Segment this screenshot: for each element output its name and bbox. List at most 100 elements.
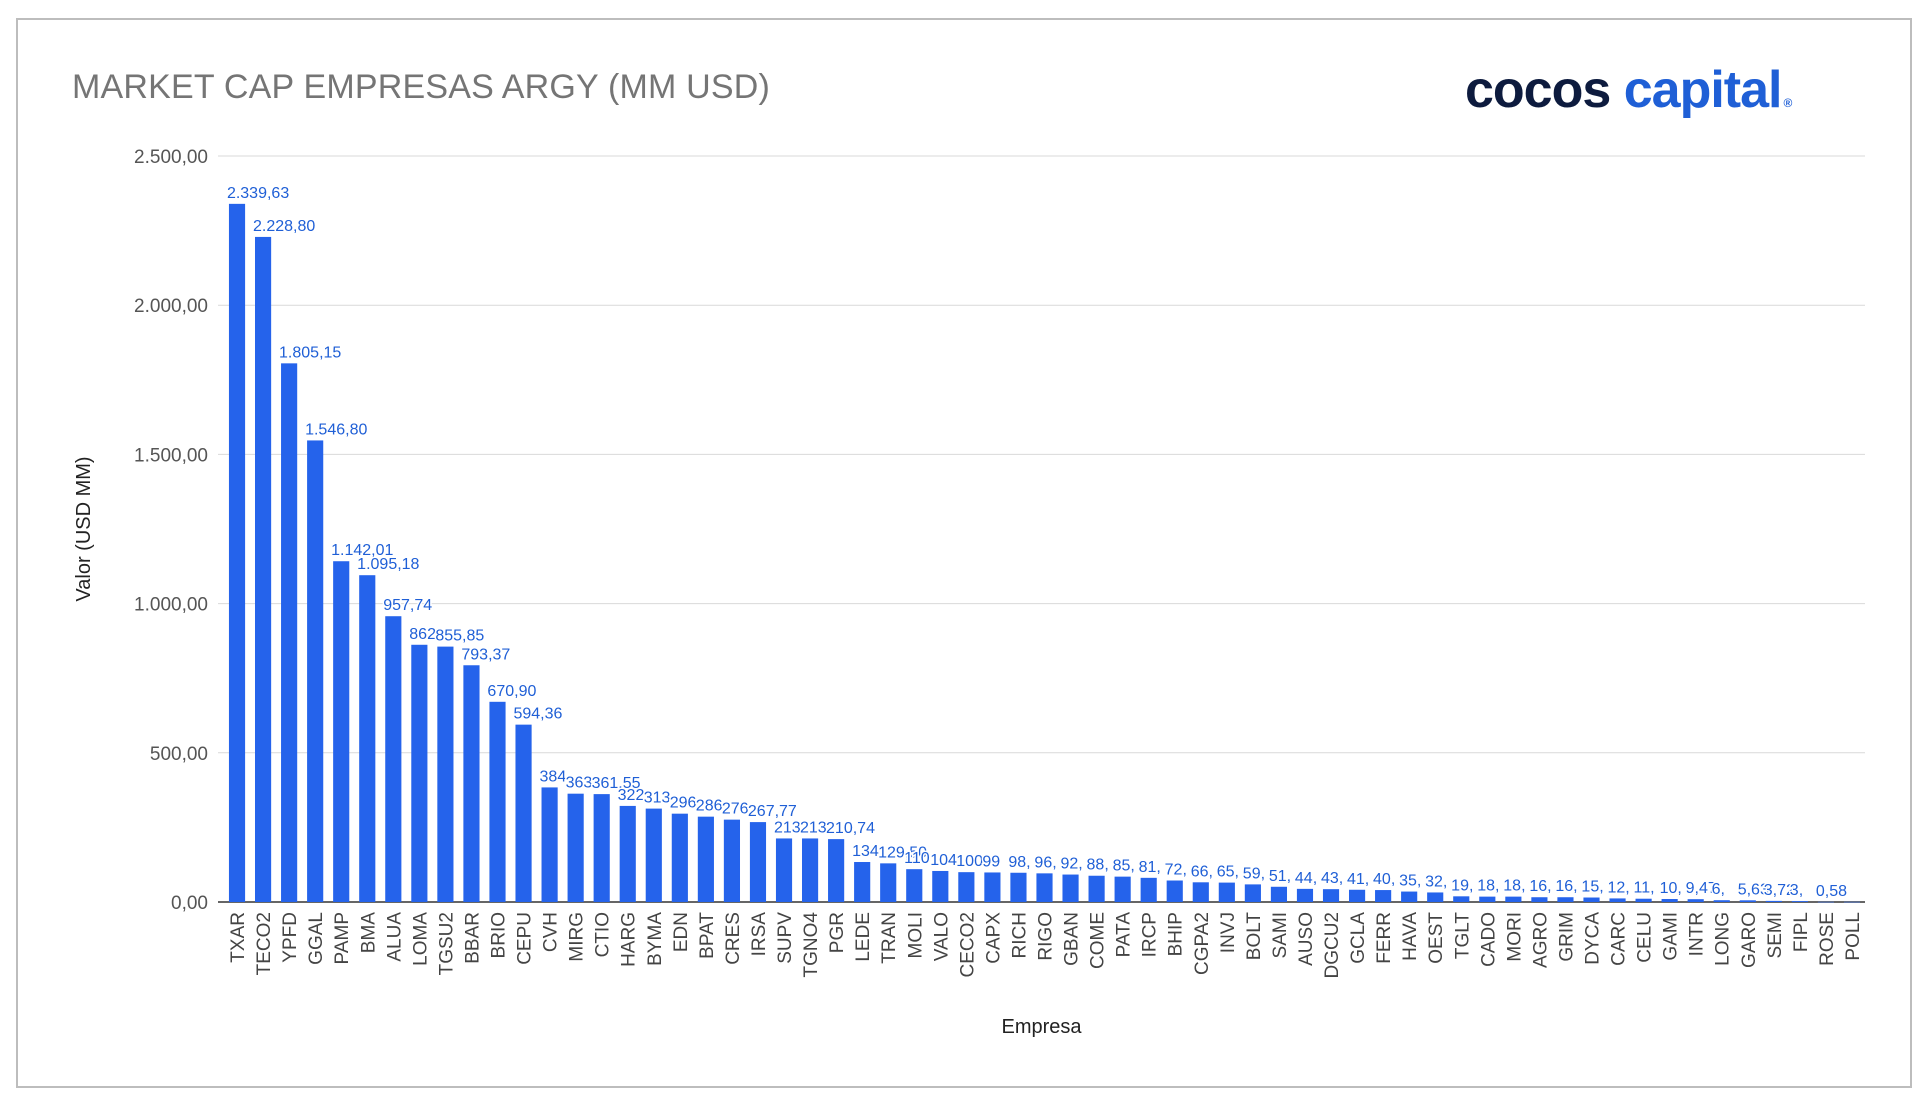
chart-title: MARKET CAP EMPRESAS ARGY (MM USD) [72, 68, 771, 106]
data-label: 41, [1347, 871, 1369, 888]
data-label: 213 [800, 819, 827, 836]
data-label: 16, [1529, 878, 1551, 895]
data-label: 322 [618, 787, 645, 804]
x-tick-label: AGRO [1530, 912, 1551, 968]
data-label: 3,72 [1764, 882, 1795, 899]
bar [645, 808, 662, 902]
data-label: 88, [1087, 857, 1109, 874]
x-tick-label: RIGO [1036, 912, 1057, 961]
data-label: 267,77 [748, 803, 797, 820]
x-tick-label: LONG [1713, 912, 1734, 966]
bar [828, 839, 845, 902]
data-label: 313 [644, 790, 671, 807]
data-label: 1.095,18 [357, 556, 419, 573]
x-tick-label: IRSA [749, 912, 770, 957]
x-tick-label: EDN [671, 912, 692, 952]
y-tick-label: 500,00 [150, 744, 208, 765]
x-tick-label: IRCP [1140, 912, 1161, 957]
brand-word-cocos: cocos [1465, 61, 1611, 119]
x-tick-label: CECO2 [957, 912, 978, 977]
data-label: 363 [566, 775, 593, 792]
data-label: 99 [982, 853, 1000, 870]
data-label: 43, [1321, 870, 1343, 887]
x-tick-label: TXAR [228, 912, 249, 963]
x-tick-label: MIRG [567, 912, 588, 962]
x-tick-label: LOMA [410, 912, 431, 966]
x-tick-label: SEMI [1765, 912, 1786, 958]
bar [567, 793, 584, 902]
x-tick-label: BHIP [1166, 912, 1187, 956]
data-label: 18, [1477, 878, 1499, 895]
x-tick-label: INVJ [1218, 912, 1239, 953]
data-label: 129,50 [878, 844, 927, 861]
data-label: 11, [1634, 880, 1655, 897]
x-tick-label: VALO [931, 912, 952, 961]
data-label: 296 [670, 795, 697, 812]
bar [307, 440, 324, 902]
bar [697, 816, 714, 902]
x-tick-label: GGAL [306, 912, 327, 965]
data-label: 1.142,01 [331, 542, 393, 559]
data-label: 66, [1191, 863, 1213, 880]
data-label: 19, [1451, 877, 1473, 894]
x-tick-label: MOLI [905, 912, 926, 958]
chart-frame [16, 18, 1912, 1088]
data-label: 286 [696, 798, 723, 815]
x-tick-label: FERR [1374, 912, 1395, 964]
bar [1218, 882, 1235, 902]
x-tick-label: INTR [1687, 912, 1708, 956]
bar [1791, 901, 1808, 902]
bar [1348, 889, 1366, 902]
data-label: 9,47 [1686, 880, 1717, 897]
x-tick-label: COME [1088, 912, 1109, 969]
x-tick-label: SAMI [1270, 912, 1291, 958]
bar [1583, 897, 1600, 902]
x-tick-label: BBAR [462, 912, 483, 964]
x-tick-label: ROSE [1817, 912, 1838, 966]
x-tick-label: PATA [1114, 912, 1135, 958]
bar [906, 869, 923, 902]
x-tick-label: RICH [1009, 912, 1030, 958]
x-tick-label: TGLT [1452, 912, 1473, 960]
bar [463, 665, 480, 902]
bar [1687, 899, 1704, 902]
x-tick-label: CADO [1478, 912, 1499, 967]
data-label: 3, [1790, 882, 1803, 899]
data-label: 276 [722, 801, 749, 818]
bar [1166, 880, 1183, 902]
data-label: 12, [1607, 879, 1629, 896]
x-tick-label: HARG [619, 912, 640, 967]
data-label: 44, [1295, 870, 1317, 887]
data-label: 96, [1034, 854, 1056, 871]
data-label: 85, [1113, 858, 1135, 875]
y-tick-label: 2.000,00 [134, 296, 208, 317]
bar [671, 813, 688, 902]
bar [385, 616, 402, 902]
bar [281, 363, 298, 902]
bar [1010, 872, 1027, 902]
data-label: 670,90 [487, 683, 536, 700]
data-label: 72, [1165, 862, 1187, 879]
bar [958, 872, 975, 902]
x-tick-label: GBAN [1062, 912, 1083, 966]
bar [359, 575, 376, 902]
data-label: 213 [774, 819, 801, 836]
bar [1140, 877, 1157, 902]
x-tick-label: ALUA [384, 912, 405, 962]
x-tick-label: CRES [723, 912, 744, 965]
bar [932, 870, 949, 902]
data-label: 5,63 [1738, 881, 1769, 898]
bar [1713, 900, 1730, 902]
data-label: 110 [904, 850, 930, 867]
bar [1765, 900, 1782, 902]
data-label: 862 [409, 626, 436, 643]
bar [1453, 896, 1470, 902]
data-label: 2.339,63 [227, 185, 289, 202]
brand-logo: cocos capital ® [1465, 60, 1792, 120]
x-tick-label: BPAT [697, 912, 718, 959]
bar [1505, 896, 1522, 902]
bar [854, 862, 871, 902]
bar [1192, 882, 1209, 902]
data-label: 210,74 [826, 820, 875, 837]
